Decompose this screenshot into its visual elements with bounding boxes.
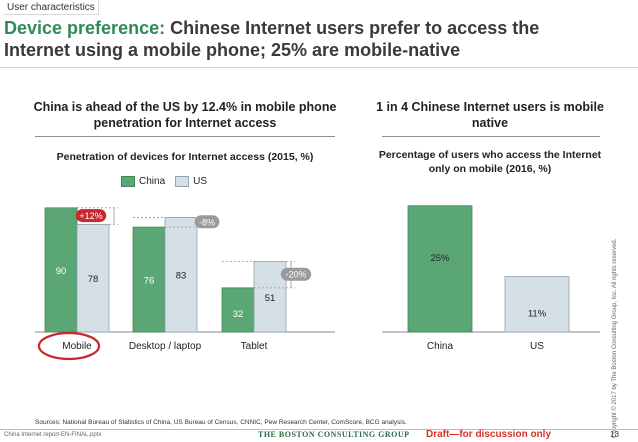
left-panel-title: China is ahead of the US by 12.4% in mob… xyxy=(33,100,337,130)
bar-china xyxy=(407,205,473,333)
legend-label-china: China xyxy=(139,176,166,187)
category-label: Tablet xyxy=(241,341,268,352)
bar-china-mobile xyxy=(44,207,78,333)
bar-value-label: 32 xyxy=(233,309,244,320)
right-panel-title: 1 in 4 Chinese Internet users is mobile … xyxy=(376,100,604,130)
delta-pill xyxy=(75,209,107,223)
header-divider xyxy=(0,67,638,68)
bar-value-label: 51 xyxy=(265,293,276,304)
legend-swatch-us xyxy=(175,176,190,187)
page-headline: Device preference: Chinese Internet user… xyxy=(4,17,604,61)
section-label: User characteristics xyxy=(4,1,99,15)
bar-us-tablet xyxy=(253,261,287,333)
sources-note: Sources: National Bureau of Statistics o… xyxy=(35,419,407,426)
delta-pill-label: -20% xyxy=(285,270,306,280)
bcg-logo: THE BOSTON CONSULTING GROUP xyxy=(258,430,410,439)
file-name: China Internet report-EN-FINAL.pptx xyxy=(4,432,102,438)
left-panel-rule xyxy=(35,136,335,137)
bar-us-mobile xyxy=(76,223,110,333)
bar-us-desktop-laptop xyxy=(164,217,198,333)
legend-swatch-china xyxy=(121,176,135,187)
copyright-note: Copyright © 2017 by The Boston Consultin… xyxy=(612,238,618,438)
delta-pill xyxy=(194,215,220,229)
headline-accent: Device preference: xyxy=(4,18,166,38)
mobile-highlight-circle xyxy=(37,331,101,361)
bar-us xyxy=(504,276,570,333)
chart-legend: China US xyxy=(121,176,207,187)
bar-value-label: 78 xyxy=(88,274,99,285)
bar-china-desktop-laptop xyxy=(132,226,166,333)
delta-pill-label: -8% xyxy=(199,217,215,227)
category-label: US xyxy=(530,341,544,352)
legend-label-us: US xyxy=(193,176,208,187)
footer-divider xyxy=(0,429,638,430)
bar-value-label: 76 xyxy=(144,276,155,287)
right-chart-subtitle: Percentage of users who access the Inter… xyxy=(378,149,602,175)
bar-value-label: 25% xyxy=(430,253,450,264)
headline-text: Chinese Internet users prefer to access … xyxy=(4,18,540,60)
page-number: 13 xyxy=(610,430,619,439)
bar-value-label: 83 xyxy=(176,271,187,282)
category-label: Mobile xyxy=(62,341,92,352)
draft-label: Draft—for discussion only xyxy=(426,429,552,440)
delta-pill xyxy=(280,267,312,281)
bar-value-label: 90 xyxy=(56,266,67,277)
bar-china-tablet xyxy=(221,287,255,333)
category-label: Desktop / laptop xyxy=(129,341,202,352)
delta-pill-label: +12% xyxy=(79,211,102,221)
category-label: China xyxy=(427,341,454,352)
left-chart-subtitle: Penetration of devices for Internet acce… xyxy=(56,151,314,163)
bar-value-label: 11% xyxy=(528,308,547,319)
right-panel-rule xyxy=(382,136,600,137)
